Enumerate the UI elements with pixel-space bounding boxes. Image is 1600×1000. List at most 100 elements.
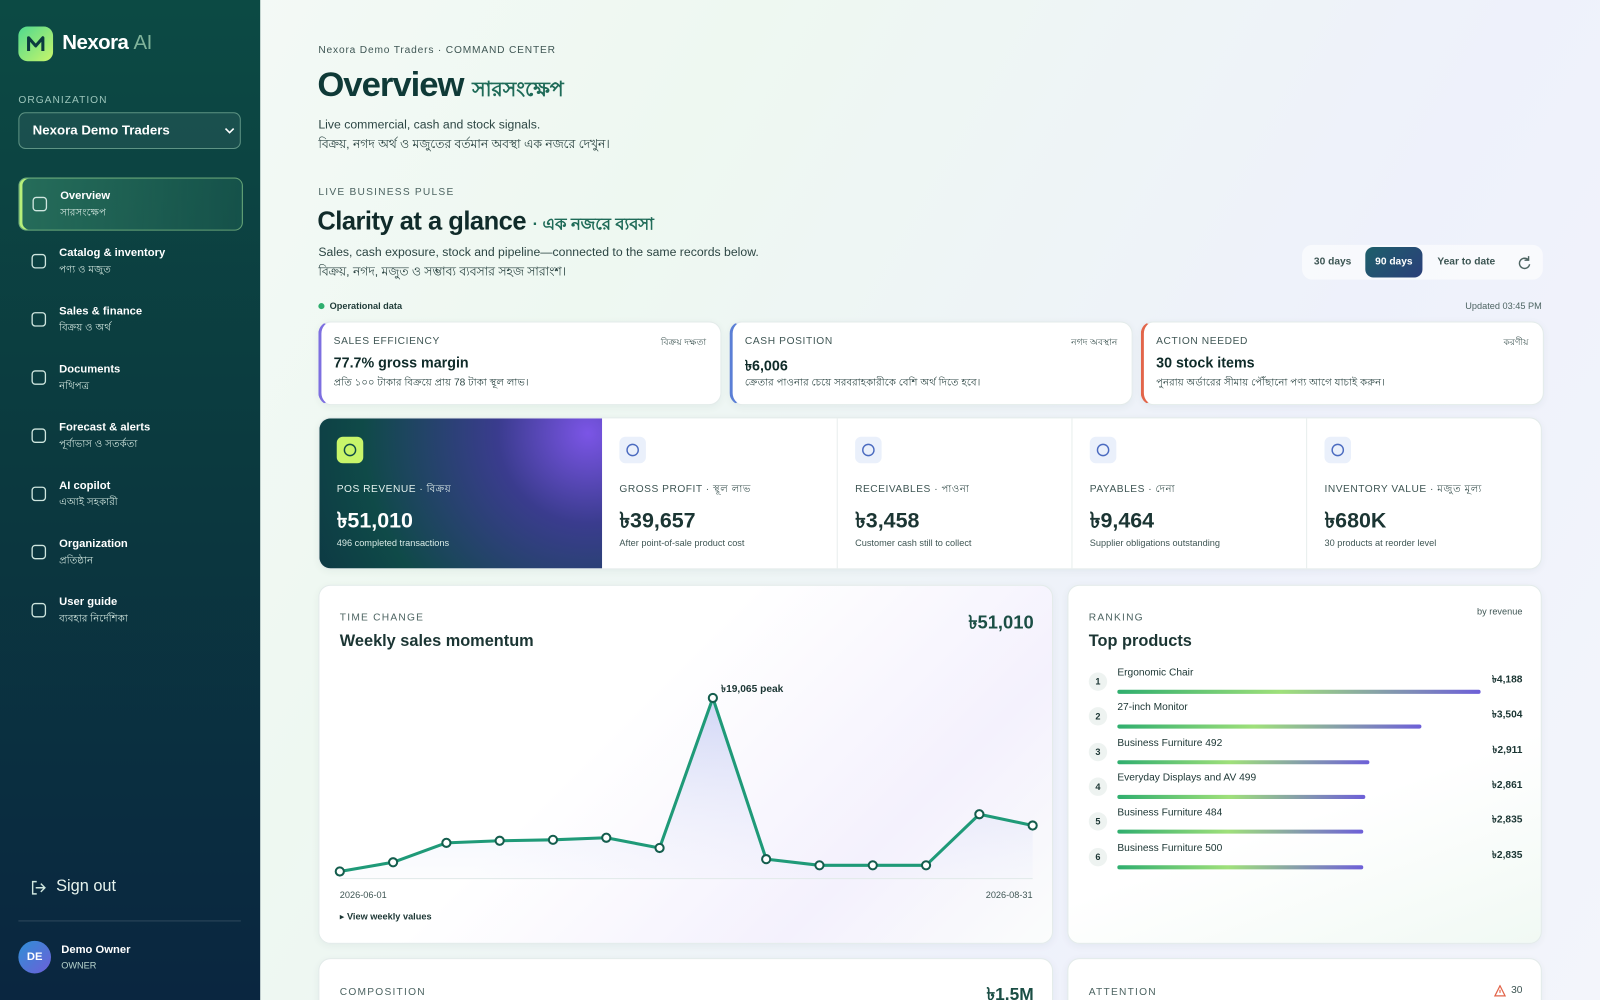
rank: 3 (1088, 742, 1108, 761)
updated: Updated 03:45 PM (1465, 301, 1542, 312)
signal-card: SALES EFFICIENCY বিক্রয় দক্ষতা 77.7% gros… (318, 321, 722, 406)
nav-icon (31, 253, 47, 269)
pulse-title-bn: · এক নজরে ব্যবসা (532, 216, 654, 234)
pulse-title: Clarity at a glance · এক নজরে ব্যবসা (317, 207, 653, 239)
pulse-title-en: Clarity at a glance (317, 207, 527, 236)
nav-item[interactable]: Documents নথিপত্র (18, 352, 240, 403)
signal-label: ACTION NEEDED (1156, 335, 1249, 347)
product-bar (1117, 794, 1366, 799)
rank: 6 (1088, 847, 1108, 866)
kpi-tile: GROSS PROFIT · স্থূল লাভ ৳39,657 After poi… (602, 418, 837, 568)
nav-icon-shape (31, 486, 47, 502)
rank: 2 (1088, 707, 1108, 726)
kpi-tile: PAYABLES · দেনা ৳9,464 Supplier obligation… (1071, 418, 1307, 569)
nav-icon (31, 370, 47, 385)
nav-item[interactable]: Organization প্রতিষ্ঠান (18, 527, 240, 578)
chart-eyebrow: TIME CHANGE (339, 612, 425, 624)
product-bar (1117, 724, 1422, 729)
pulse-desc-bn: বিক্রয়, নগদ, মজুত ও সম্ভাব্য ব্যবসার সহ… (318, 264, 567, 279)
product-value: ৳2,911 (1492, 744, 1523, 756)
range-button[interactable]: Year to date (1437, 256, 1496, 268)
kpi-icon (336, 436, 364, 464)
org-select[interactable]: Nexora Demo Traders (18, 112, 241, 149)
nav-item[interactable]: AI copilot এআই সহকারী (18, 468, 240, 519)
brand: Nexora AI (62, 32, 152, 55)
org-label: ORGANIZATION (18, 94, 108, 107)
attention-card: ATTENTION 30 (1067, 958, 1542, 1000)
kpi-value: ৳9,464 (1089, 509, 1155, 533)
kpi-value: ৳39,657 (619, 509, 696, 533)
nav-item[interactable]: Overview সারসংক্ষেপ (18, 177, 243, 231)
kpi-glyph (626, 443, 639, 457)
signal-label-bn: বিক্রয় দক্ষতা (660, 336, 707, 347)
kpi-glyph-shape (343, 443, 357, 457)
kpi-tile: RECEIVABLES · পাওনা ৳3,458 Customer cash s… (836, 418, 1073, 569)
products-note: by revenue (1477, 606, 1523, 617)
products-title: Top products (1088, 632, 1192, 650)
chart-toggle[interactable]: ▸ View weekly values (339, 911, 432, 922)
nav-item[interactable]: Forecast & alerts পূর্বাভাস ও সতর্কতা (18, 410, 240, 461)
nav-sub: প্রতিষ্ঠান (59, 555, 94, 567)
nav-label: Documents (59, 363, 121, 376)
product-value: ৳3,504 (1491, 709, 1523, 721)
nav-icon-shape (31, 544, 47, 560)
nav-icon (32, 196, 48, 212)
nav-sub: নথিপত্র (59, 380, 90, 392)
product-value: ৳2,835 (1491, 814, 1523, 826)
title-en: Overview (317, 65, 464, 105)
nav-icon-shape (31, 602, 47, 618)
brand-suffix: AI (133, 31, 153, 55)
point (920, 860, 932, 871)
nav-sub: পূর্বাভাস ও সতর্কতা (59, 438, 138, 450)
range-button[interactable]: 90 days (1365, 246, 1423, 278)
rank: 4 (1088, 777, 1108, 796)
nav-label: User guide (59, 595, 118, 609)
kpi-note: 496 completed transactions (336, 537, 450, 548)
logo-glyph (27, 36, 45, 52)
status: Operational data (329, 301, 403, 312)
sign-out-label: Sign out (56, 877, 117, 895)
nav-sub: এআই সহকারী (59, 496, 118, 509)
logo (18, 26, 54, 62)
nav-label: Sales & finance (59, 305, 143, 318)
kpi-value: ৳680K (1324, 509, 1387, 533)
nav-label: Catalog & inventory (59, 246, 166, 260)
sign-out[interactable]: Sign out (31, 878, 174, 900)
product-value: ৳2,861 (1491, 779, 1523, 791)
kpi-label: INVENTORY VALUE · মজুত মূল্য (1324, 483, 1482, 495)
sign-out-icon (31, 880, 46, 895)
signal-value: 77.7% gross margin (333, 354, 469, 371)
nav-item[interactable]: Catalog & inventory পণ্য ও মজুত (18, 236, 240, 287)
signal-note: ক্রেতার পাওনার চেয়ে সরবরাহকারীকে বেশি অ… (744, 377, 981, 389)
point (761, 854, 772, 865)
sales-chart: ৳19,065 peak 2026-06-01 2026-08-31 (334, 684, 1038, 900)
nav-item[interactable]: Sales & finance বিক্রয় ও অর্থ (18, 294, 240, 345)
nav-item[interactable]: User guide ব্যবহার নির্দেশিকা (18, 585, 240, 636)
sidebar: Nexora AI ORGANIZATION Nexora Demo Trade… (0, 0, 261, 1000)
point (387, 857, 399, 868)
refresh[interactable] (1516, 255, 1531, 270)
title-bn: সারসংক্ষেপ (472, 78, 564, 102)
kpi-glyph-shape (626, 443, 639, 457)
point (867, 860, 878, 871)
nav-icon-shape (31, 370, 47, 385)
point (334, 866, 345, 877)
point (547, 834, 559, 845)
product-value: ৳2,835 (1491, 849, 1523, 861)
kpi-note: After point-of-sale product cost (619, 537, 745, 548)
header-eyebrow: Nexora Demo Traders · COMMAND CENTER (318, 44, 556, 57)
x-tick-label: 2026-08-31 (986, 890, 1033, 900)
product-name: Business Furniture 492 (1117, 737, 1223, 749)
user-name: Demo Owner (61, 943, 131, 957)
range-button[interactable]: 30 days (1313, 256, 1352, 268)
kpi-label: GROSS PROFIT · স্থূল লাভ (619, 483, 751, 495)
chart-toggle-label: View weekly values (346, 911, 432, 922)
signal-label-bn: নগদ অবস্থান (1071, 336, 1118, 347)
products-card: RANKING Top products by revenue 1 Ergonom… (1067, 584, 1542, 944)
org-select-value: Nexora Demo Traders (32, 122, 170, 138)
header-desc: Live commercial, cash and stock signals. (318, 117, 541, 132)
chart-title: Weekly sales momentum (339, 632, 534, 650)
nav-label: Organization (59, 537, 128, 550)
rank: 5 (1088, 812, 1108, 831)
